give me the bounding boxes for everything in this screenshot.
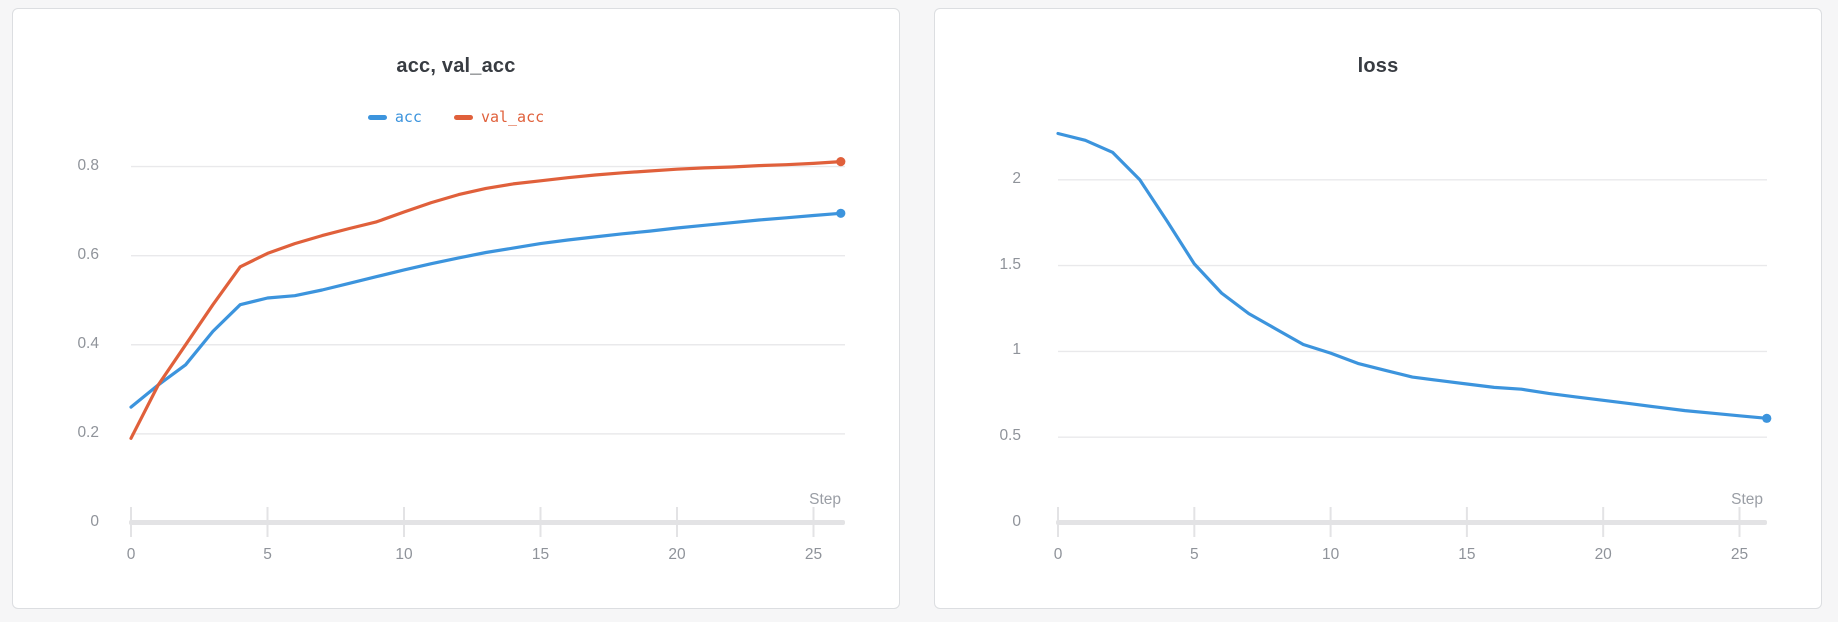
x-axis-line bbox=[129, 520, 845, 525]
x-axis-line bbox=[1056, 520, 1767, 525]
x-tick-label-15: 15 bbox=[531, 546, 550, 563]
x-tick-label-15: 15 bbox=[1458, 546, 1476, 563]
x-axis-title: Step bbox=[1731, 491, 1763, 508]
y-tick-label-0.8: 0.8 bbox=[77, 156, 99, 174]
legend-item-acc[interactable]: acc bbox=[367, 108, 422, 126]
legend-item-val_acc[interactable]: val_acc bbox=[453, 108, 545, 126]
x-tick-label-20: 20 bbox=[668, 546, 686, 563]
series-endpoint-val_acc[interactable] bbox=[836, 157, 846, 167]
series-endpoint-loss[interactable] bbox=[1762, 413, 1772, 423]
series-endpoint-acc[interactable] bbox=[836, 208, 846, 218]
x-tick-label-0: 0 bbox=[126, 546, 136, 563]
y-tick-label-0: 0 bbox=[1012, 513, 1021, 530]
legend-label-acc: acc bbox=[394, 108, 422, 126]
y-tick-label-1.5: 1.5 bbox=[999, 255, 1021, 273]
series-line-val_acc[interactable] bbox=[129, 160, 843, 440]
panel-loss[interactable]: loss 0 0.5 1 1.5 2 0 5 10 15 20 25 Step bbox=[934, 8, 1822, 609]
legend-dash-icon bbox=[453, 114, 473, 120]
chart-canvas-loss[interactable] bbox=[935, 9, 1823, 610]
y-tick-label-0.5: 0.5 bbox=[999, 427, 1021, 445]
y-tick-label-2: 2 bbox=[1012, 169, 1021, 187]
y-tick-label-0.6: 0.6 bbox=[77, 245, 99, 263]
x-tick-label-10: 10 bbox=[1321, 546, 1340, 563]
x-axis-title: Step bbox=[809, 491, 841, 508]
x-tick-label-10: 10 bbox=[395, 546, 413, 563]
y-tick-label-0.4: 0.4 bbox=[77, 334, 99, 352]
chart-title-acc: acc, val_acc bbox=[396, 55, 516, 77]
x-tick-label-5: 5 bbox=[1189, 546, 1199, 563]
y-tick-label-0: 0 bbox=[90, 513, 99, 530]
chart-canvas-acc, val_acc[interactable] bbox=[13, 9, 901, 610]
x-tick-label-5: 5 bbox=[263, 546, 272, 563]
series-line-acc[interactable] bbox=[129, 211, 843, 409]
x-tick-label-20: 20 bbox=[1594, 546, 1612, 563]
x-tick-label-25: 25 bbox=[804, 546, 823, 563]
y-tick-label-1: 1 bbox=[1012, 341, 1021, 359]
y-tick-label-0.2: 0.2 bbox=[77, 423, 99, 441]
series-line-loss[interactable] bbox=[1056, 131, 1769, 420]
panel-acc-val-acc[interactable]: acc, val_acc acc val_acc 0 0.2 0.4 0.6 0.8 0 5 1… bbox=[12, 8, 900, 609]
legend-acc: acc val_acc bbox=[13, 108, 899, 126]
chart-title-loss: loss bbox=[1357, 55, 1399, 77]
x-tick-label-25: 25 bbox=[1730, 546, 1749, 563]
x-tick-label-0: 0 bbox=[1053, 546, 1063, 563]
legend-dash-icon bbox=[367, 114, 387, 120]
legend-label-val_acc: val_acc bbox=[480, 108, 545, 126]
